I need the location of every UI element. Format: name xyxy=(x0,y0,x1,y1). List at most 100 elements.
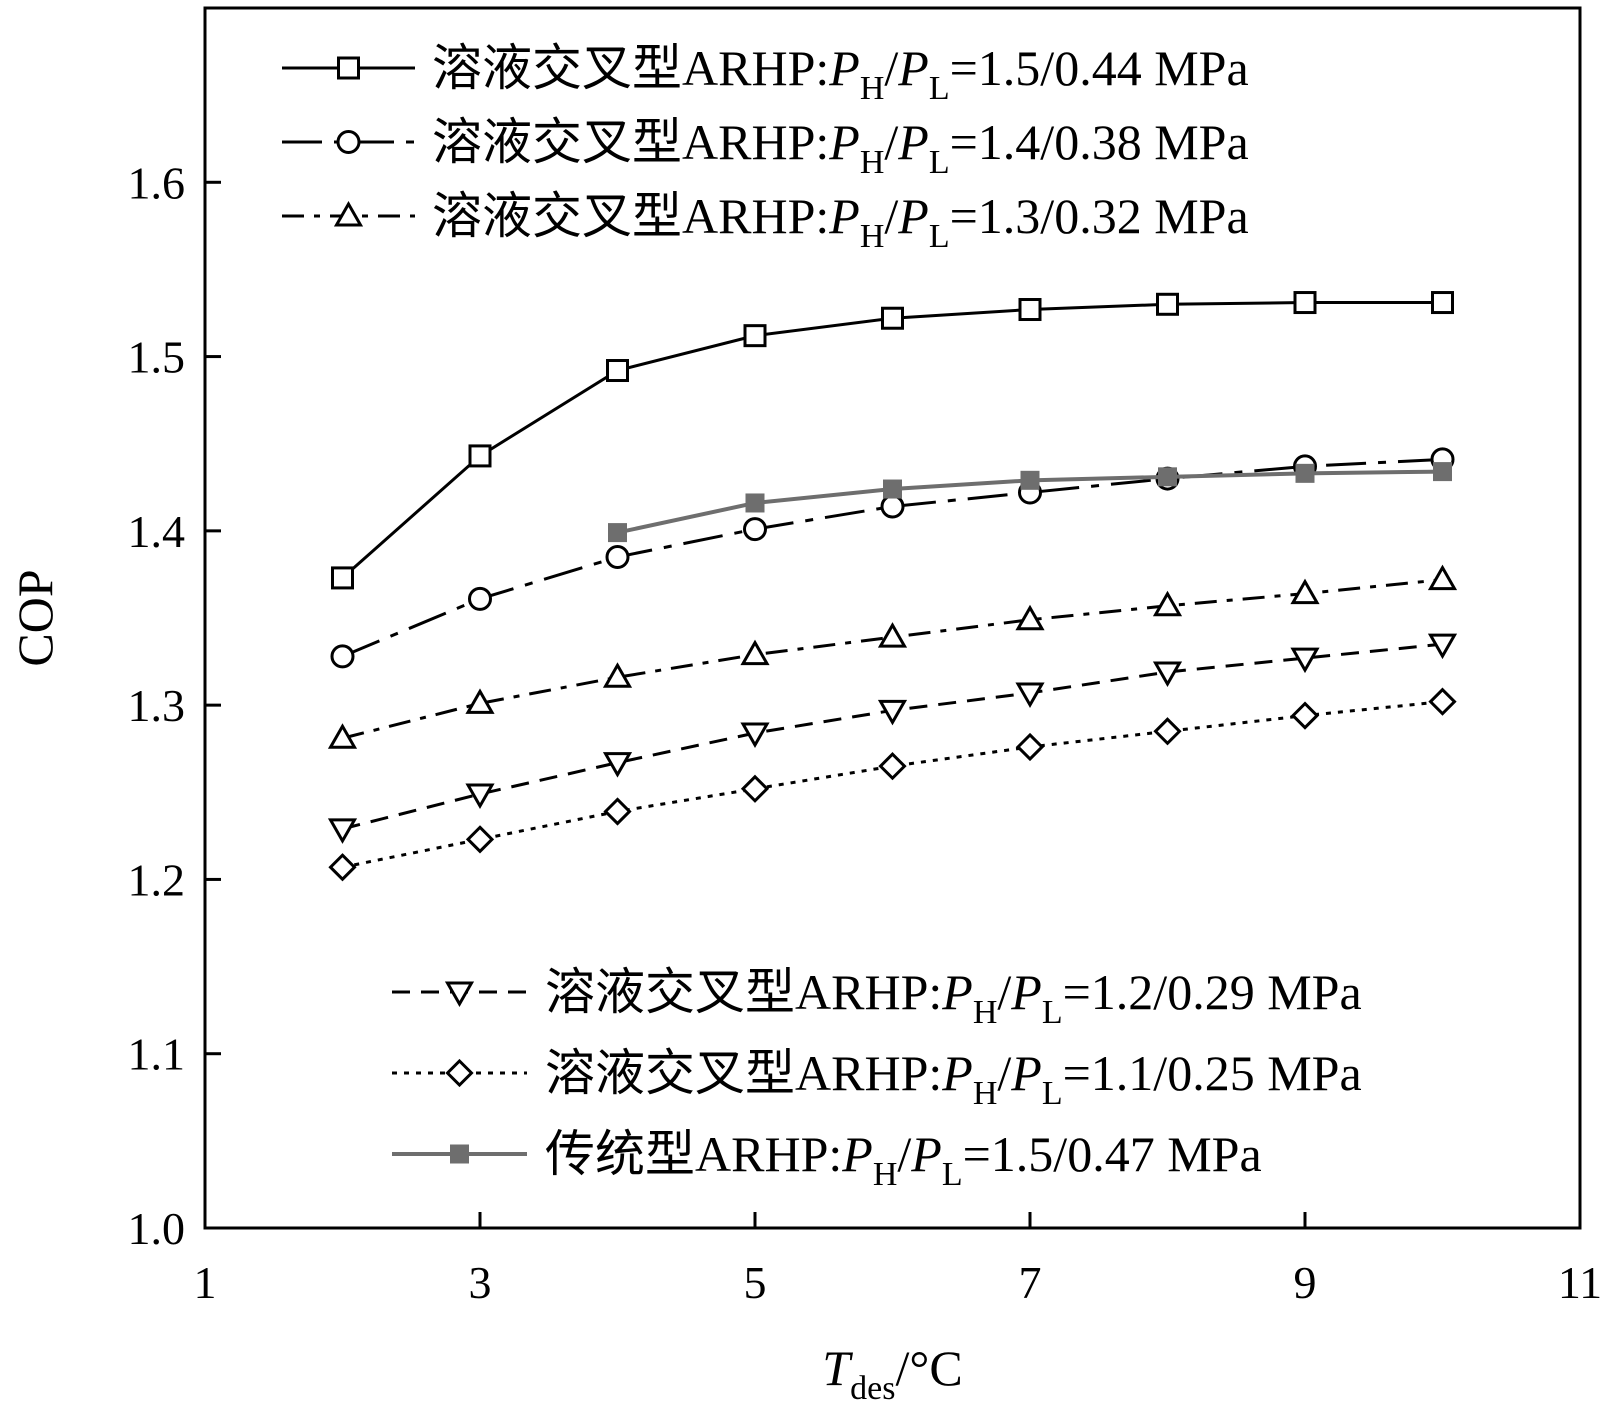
series-5-point xyxy=(740,774,770,803)
series-3-point xyxy=(327,723,358,749)
legend-label: 溶液交叉型ARHP:PH/PL=1.3/0.32 MPa xyxy=(432,188,1249,255)
series-2-point xyxy=(468,586,492,611)
y-axis-title: COP xyxy=(7,569,63,666)
legend-entry-5: 溶液交叉型ARHP:PH/PL=1.1/0.25 MPa xyxy=(392,1045,1362,1112)
series-5-point xyxy=(1428,687,1457,716)
series-5-point xyxy=(328,853,357,882)
series-2-line xyxy=(341,457,1443,658)
series-6-point xyxy=(1433,462,1452,482)
series-1-point xyxy=(1431,291,1454,315)
series-3-point xyxy=(877,622,908,648)
x-axis-title: Tdes/°C xyxy=(822,1340,962,1407)
series-2-point xyxy=(743,517,767,542)
series-1-point xyxy=(1293,291,1317,315)
series-1-point xyxy=(468,444,492,468)
series-3-point xyxy=(602,662,633,688)
series-6 xyxy=(608,462,1452,543)
legend-entry-4: 溶液交叉型ARHP:PH/PL=1.2/0.29 MPa xyxy=(392,964,1362,1031)
series-1 xyxy=(331,291,1454,590)
series-3-point xyxy=(1290,578,1320,605)
series-5-point xyxy=(878,752,907,781)
series-2-point xyxy=(605,545,630,569)
legend-marker xyxy=(445,1058,474,1088)
series-3-line xyxy=(342,578,1443,740)
series-4-point xyxy=(327,818,358,844)
x-axis: 1 3 5 7 9 11 xyxy=(194,1212,1602,1308)
y-tick-label: 1.2 xyxy=(128,854,186,905)
legend-marker xyxy=(444,981,475,1008)
series-4-point xyxy=(1427,633,1458,660)
legend-label: 溶液交叉型ARHP:PH/PL=1.5/0.44 MPa xyxy=(432,40,1249,107)
series-2-point xyxy=(880,494,905,519)
series-1-point xyxy=(1156,292,1179,316)
x-tick-label: 7 xyxy=(1019,1257,1042,1308)
series-4-point xyxy=(1015,682,1045,708)
series-4-point xyxy=(1290,647,1320,674)
series-3-point xyxy=(1427,564,1458,591)
series-1-point xyxy=(881,306,904,330)
y-tick-label: 1.3 xyxy=(128,680,186,731)
x-tick-label: 11 xyxy=(1558,1257,1602,1308)
y-tick-label: 1.1 xyxy=(128,1029,186,1080)
series-6-point xyxy=(883,479,902,499)
series-1-point xyxy=(606,359,629,383)
legend-marker xyxy=(336,130,361,154)
series-5-point xyxy=(1290,701,1320,730)
x-tick-label: 5 xyxy=(744,1257,767,1308)
series-3 xyxy=(327,564,1458,749)
legend-label: 溶液交叉型ARHP:PH/PL=1.1/0.25 MPa xyxy=(545,1045,1362,1112)
y-tick-label: 1.4 xyxy=(128,506,186,557)
x-axis-title-main: T xyxy=(822,1340,853,1396)
series-1-point xyxy=(743,324,767,348)
x-axis-title-suffix: /°C xyxy=(895,1340,962,1396)
series-4 xyxy=(327,633,1458,844)
series-6-point xyxy=(1158,467,1177,487)
series-1-point xyxy=(331,566,354,590)
legend-marker xyxy=(337,56,360,80)
y-tick-label: 1.0 xyxy=(128,1203,186,1254)
series-5-point xyxy=(1015,732,1045,762)
legend-marker xyxy=(450,1144,469,1164)
series-4-point xyxy=(740,722,770,749)
series-2-point xyxy=(330,644,355,669)
series-3-point xyxy=(1152,590,1183,617)
series-5-line xyxy=(342,700,1443,869)
series-4-line xyxy=(342,642,1443,831)
series-1-point xyxy=(1018,298,1042,322)
legend-bottom: 溶液交叉型ARHP:PH/PL=1.2/0.29 MPa 溶液交叉型ARHP:PH… xyxy=(392,964,1362,1193)
legend-entry-1: 溶液交叉型ARHP:PH/PL=1.5/0.44 MPa xyxy=(282,40,1249,107)
y-tick-label: 1.6 xyxy=(128,157,186,208)
series-6-point xyxy=(1020,470,1040,490)
legend-marker xyxy=(333,200,364,227)
legend-label: 溶液交叉型ARHP:PH/PL=1.2/0.29 MPa xyxy=(545,964,1362,1031)
series-5-point xyxy=(603,797,632,826)
series-4-point xyxy=(465,783,495,810)
legend-entry-6: 传统型ARHP:PH/PL=1.5/0.47 MPa xyxy=(392,1126,1262,1193)
x-tick-label: 1 xyxy=(194,1257,217,1308)
x-axis-title-sub: des xyxy=(850,1370,895,1407)
plot-frame xyxy=(203,6,1582,1230)
legend-label: 传统型ARHP:PH/PL=1.5/0.47 MPa xyxy=(545,1126,1262,1193)
series-6-point xyxy=(608,523,627,543)
series-layer xyxy=(327,291,1458,882)
legend-entry-2: 溶液交叉型ARHP:PH/PL=1.4/0.38 MPa xyxy=(282,114,1249,181)
y-axis: 1.0 1.1 1.2 1.3 1.4 1.5 1.6 xyxy=(128,157,221,1254)
x-tick-label: 9 xyxy=(1294,1257,1317,1308)
series-5 xyxy=(328,687,1457,882)
series-4-point xyxy=(877,699,908,726)
y-tick-label: 1.5 xyxy=(128,332,186,383)
series-4-point xyxy=(602,752,633,778)
series-5-point xyxy=(465,825,495,854)
series-3-point xyxy=(465,688,495,714)
series-5-point xyxy=(1153,717,1182,746)
series-3-point xyxy=(740,639,770,666)
legend-top: 溶液交叉型ARHP:PH/PL=1.5/0.44 MPa 溶液交叉型ARHP:PH… xyxy=(282,40,1249,255)
series-3-point xyxy=(1015,604,1045,631)
legend-entry-3: 溶液交叉型ARHP:PH/PL=1.3/0.32 MPa xyxy=(282,188,1249,255)
series-6-point xyxy=(745,493,765,513)
series-1-line xyxy=(341,301,1443,580)
x-tick-label: 3 xyxy=(469,1257,492,1308)
series-6-point xyxy=(1295,463,1315,483)
